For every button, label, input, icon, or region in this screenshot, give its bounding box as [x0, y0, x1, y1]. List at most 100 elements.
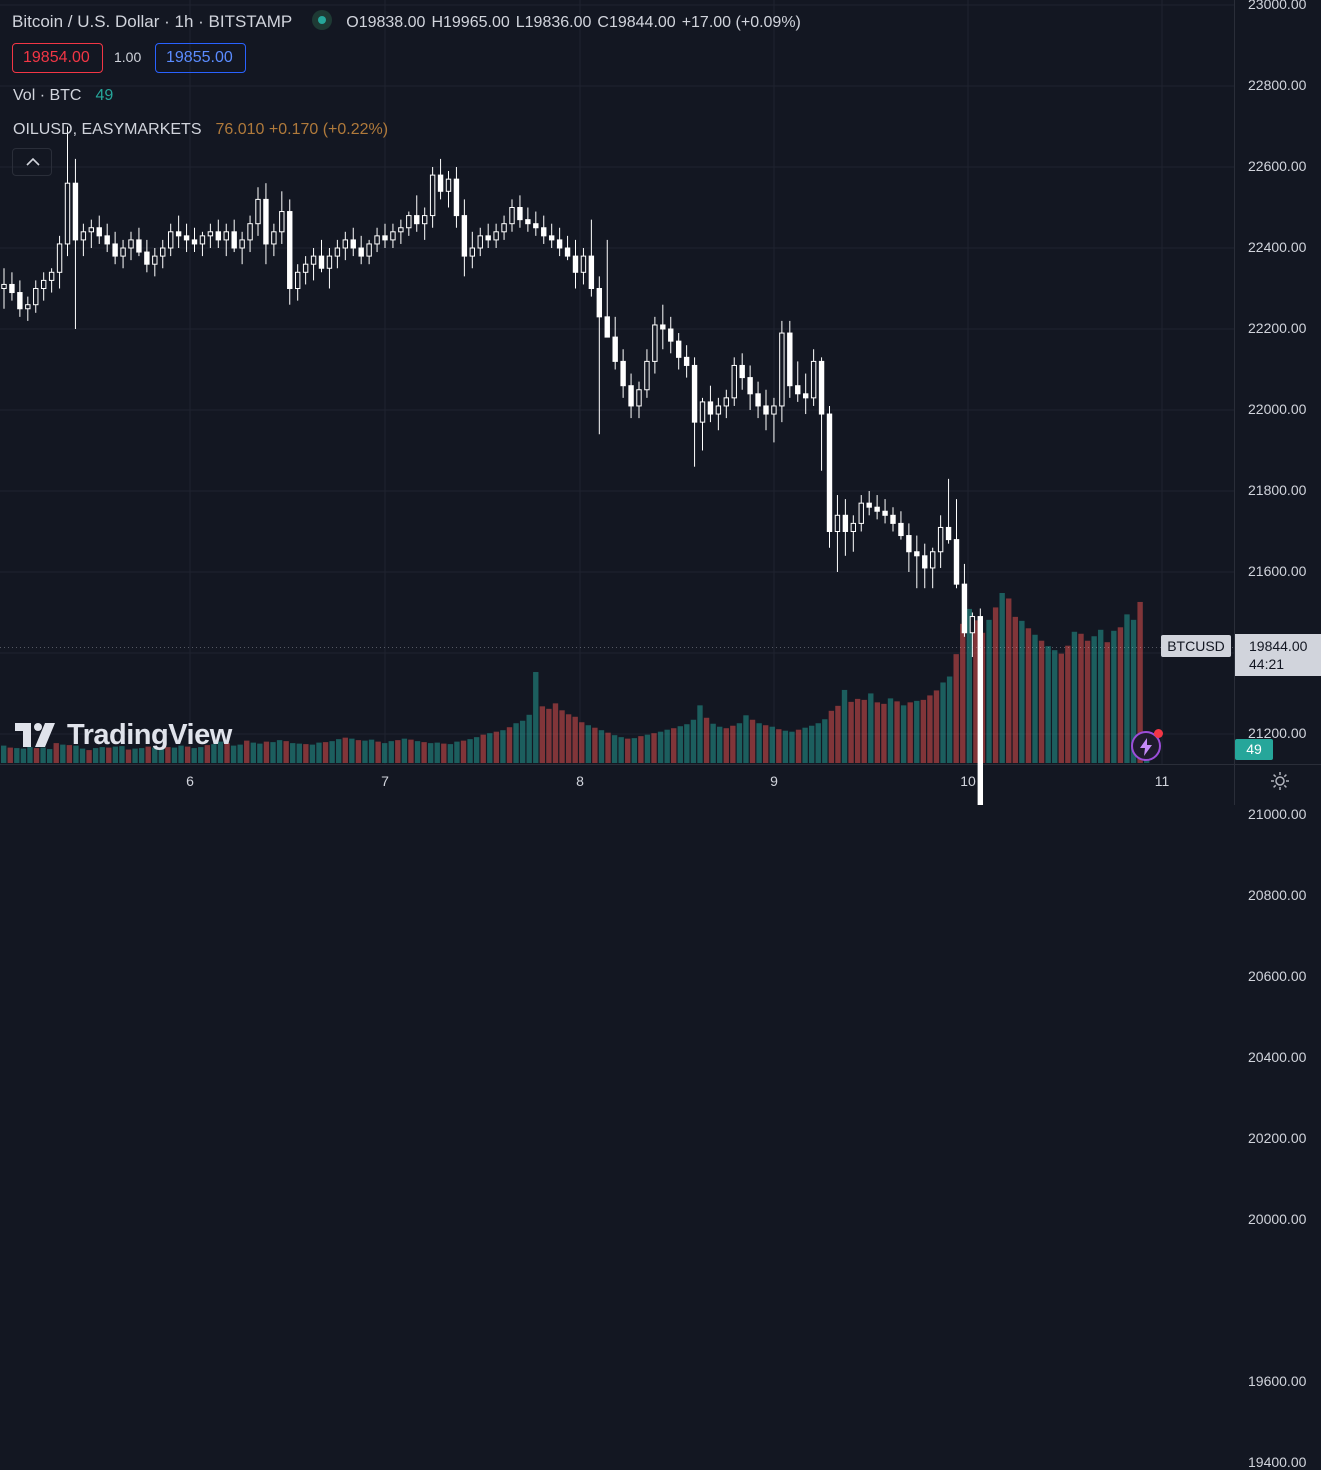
candle [144, 239, 150, 273]
volume-bar [1, 745, 7, 763]
volume-bar [316, 742, 322, 763]
candle-body [199, 235, 206, 245]
symbol-title[interactable]: Bitcoin / U.S. Dollar · 1h · BITSTAMP [12, 12, 293, 31]
candle [763, 389, 769, 431]
candle-body [937, 526, 944, 553]
candle [255, 187, 261, 236]
candle [294, 264, 301, 301]
volume-legend[interactable]: Vol · BTC 49 [13, 87, 113, 105]
candle-body [858, 502, 864, 524]
status-dot-icon[interactable] [312, 10, 333, 30]
volume-bar [270, 742, 276, 763]
candle-body [406, 215, 412, 229]
candle [128, 231, 134, 261]
volume-bar [992, 607, 999, 763]
candle-body [414, 215, 420, 225]
candle [72, 158, 79, 329]
candle-body [334, 247, 341, 257]
candle [406, 211, 412, 236]
candle-body [969, 616, 976, 634]
candle-series [1, 126, 984, 805]
collapse-legend-button[interactable] [12, 148, 52, 176]
volume-bar [355, 740, 362, 763]
candle-body [771, 405, 777, 415]
tradingview-logo[interactable]: TradingView [15, 718, 232, 752]
volume-bar [237, 744, 243, 763]
candle [350, 227, 356, 257]
volume-bar [1091, 636, 1097, 763]
chart-canvas[interactable] [0, 0, 1321, 805]
time-tick-label: 7 [381, 773, 389, 789]
volume-bar [763, 725, 769, 763]
volume-bar [920, 699, 927, 763]
volume-bar [408, 739, 414, 763]
volume-bar [651, 733, 657, 763]
candle [1, 268, 7, 309]
volume-bar [946, 676, 953, 763]
candle-body [112, 243, 118, 257]
candle [271, 223, 277, 257]
candle [247, 215, 253, 253]
candle-body [17, 292, 23, 310]
candle-body [898, 522, 904, 537]
volume-bar [342, 737, 348, 763]
candle [620, 349, 626, 398]
volume-bar [388, 741, 394, 763]
candle [564, 235, 571, 261]
candle-body [263, 198, 269, 245]
candle [17, 280, 23, 317]
overlay-value: 76.010 +0.170 (+0.22%) [215, 121, 389, 138]
candle [461, 199, 468, 277]
candle [890, 507, 896, 532]
quantity-value[interactable]: 1.00 [114, 49, 142, 65]
volume-bar [795, 729, 802, 763]
overlay-legend[interactable]: OILUSD, EASYMARKETS 76.010 +0.170 (+0.22%… [13, 121, 388, 139]
volume-bar [697, 705, 703, 763]
volume-bar [546, 708, 552, 763]
candle [366, 239, 372, 265]
volume-bar [690, 719, 697, 763]
price-tick-label: 21200.00 [1248, 725, 1307, 741]
candle [636, 381, 642, 419]
candle-body [691, 364, 698, 423]
volume-bar [605, 732, 611, 763]
time-tick-label: 11 [1154, 773, 1170, 789]
ohlc-close: C19844.00 [597, 14, 676, 31]
candle [874, 495, 880, 520]
time-tick-label: 9 [770, 773, 778, 789]
lightning-button[interactable] [1131, 729, 1163, 761]
candle [699, 397, 706, 451]
candle-body [342, 239, 349, 249]
candle-body [580, 255, 587, 273]
volume-bar [336, 739, 342, 763]
volume-bar [191, 748, 197, 763]
volume-bar [224, 743, 230, 763]
candle-body [255, 198, 261, 225]
volume-bar [473, 737, 480, 763]
sell-button[interactable]: 19854.00 [12, 43, 103, 73]
volume-bar [618, 737, 624, 763]
candle [33, 280, 39, 313]
volume-bar [861, 699, 867, 763]
volume-bar [703, 717, 710, 763]
volume-bar [1025, 628, 1032, 763]
volume-bar [953, 654, 959, 763]
candle [707, 385, 714, 423]
candle-body [795, 385, 801, 395]
candle-body [64, 182, 71, 245]
candle [842, 499, 849, 556]
candle [580, 248, 587, 285]
gear-icon[interactable] [1270, 771, 1290, 791]
candle [421, 207, 428, 240]
candle [723, 389, 730, 419]
buy-button[interactable]: 19855.00 [155, 43, 246, 73]
volume-bar [710, 723, 716, 763]
candle-body [929, 551, 936, 569]
volume-bar [822, 719, 828, 763]
volume-bar [1098, 629, 1104, 763]
volume-bar [60, 744, 66, 763]
candle [787, 320, 793, 398]
candle [795, 361, 801, 402]
candle [541, 215, 547, 244]
candle-body [802, 393, 809, 399]
